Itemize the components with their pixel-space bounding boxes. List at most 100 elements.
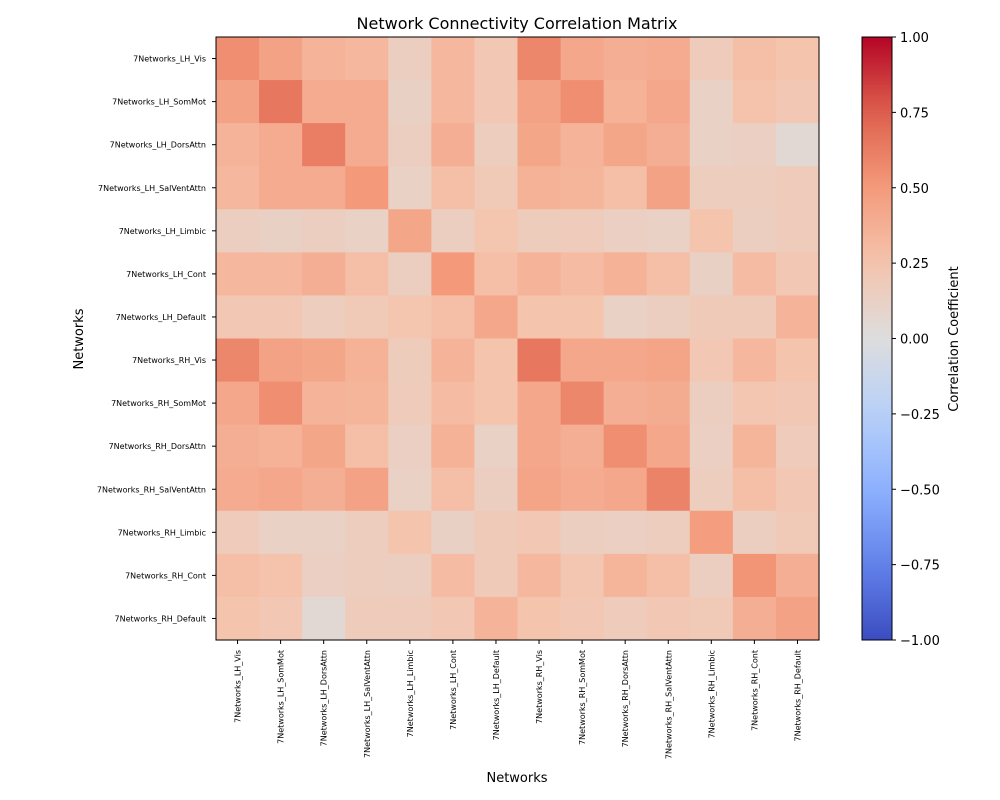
y-tick-label: 7Networks_RH_Limbic	[118, 528, 206, 537]
heatmap-cell	[603, 252, 648, 297]
heatmap-cell	[216, 338, 260, 383]
heatmap-cell	[775, 37, 820, 81]
heatmap-cells	[216, 37, 820, 641]
heatmap-cell	[732, 123, 777, 167]
colorbar	[861, 36, 893, 641]
heatmap-cell	[302, 209, 346, 253]
colorbar-tick-label: −0.75	[900, 559, 940, 574]
x-tick-label: 7Networks_LH_Vis	[234, 650, 243, 723]
x-tick-label: 7Networks_RH_Default	[793, 650, 802, 741]
y-tick-labels: 7Networks_LH_Vis 7Networks_LH_SomMot 7Netw…	[97, 55, 216, 623]
heatmap-cell	[474, 80, 519, 124]
heatmap-cell	[388, 252, 432, 297]
colorbar-tick-label: 1.00	[900, 31, 929, 46]
heatmap-cell	[259, 338, 303, 383]
heatmap-cell	[474, 295, 519, 340]
heatmap-cell	[431, 424, 476, 469]
heatmap-cell	[689, 252, 734, 297]
heatmap-cell	[302, 596, 346, 641]
heatmap-cell	[603, 123, 648, 167]
colorbar-tick-label: 0.25	[900, 257, 929, 272]
heatmap-cell	[646, 467, 691, 512]
heatmap-cell	[732, 381, 777, 426]
heatmap-cell	[302, 123, 346, 167]
y-tick-label: 7Networks_RH_DorsAttn	[109, 442, 206, 451]
heatmap-cell	[517, 467, 562, 512]
heatmap-cell	[216, 37, 260, 81]
x-tick-label: 7Networks_RH_Cont	[750, 650, 759, 731]
heatmap-cell	[345, 553, 389, 598]
heatmap-cell	[646, 252, 691, 297]
heatmap-cell	[560, 467, 605, 512]
heatmap-cell	[431, 123, 476, 167]
heatmap-cell	[259, 209, 303, 253]
x-tick-label: 7Networks_LH_Cont	[449, 650, 458, 730]
heatmap-cell	[732, 553, 777, 598]
heatmap-cell	[689, 510, 734, 555]
heatmap-cell	[689, 338, 734, 383]
heatmap-cell	[216, 80, 260, 124]
heatmap-cell	[345, 424, 389, 469]
heatmap-cell	[603, 381, 648, 426]
heatmap-cell	[474, 123, 519, 167]
heatmap-cell	[603, 166, 648, 210]
heatmap-cell	[431, 166, 476, 210]
heatmap-cell	[603, 424, 648, 469]
heatmap-cell	[345, 467, 389, 512]
heatmap-cell	[646, 209, 691, 253]
heatmap-cell	[345, 510, 389, 555]
heatmap-frame	[215, 36, 820, 641]
heatmap-cell	[689, 467, 734, 512]
heatmap-cell	[388, 338, 432, 383]
heatmap-cell	[775, 424, 820, 469]
x-tick-label: 7Networks_RH_SalVentAttn	[664, 650, 673, 759]
heatmap-cell	[474, 553, 519, 598]
heatmap-cell	[732, 37, 777, 81]
heatmap-cell	[646, 37, 691, 81]
heatmap-cell	[216, 123, 260, 167]
heatmap-cell	[775, 553, 820, 598]
heatmap-cell	[474, 467, 519, 512]
y-tick-label: 7Networks_RH_Default	[115, 614, 206, 623]
heatmap-cell	[517, 510, 562, 555]
y-tick-label: 7Networks_LH_Limbic	[119, 227, 206, 236]
heatmap-cell	[517, 424, 562, 469]
y-tick-label: 7Networks_RH_Vis	[132, 356, 206, 365]
heatmap-cell	[216, 295, 260, 340]
heatmap-cell	[732, 295, 777, 340]
heatmap-cell	[259, 80, 303, 124]
heatmap-cell	[689, 166, 734, 210]
heatmap-cell	[302, 553, 346, 598]
heatmap-cell	[689, 381, 734, 426]
heatmap-cell	[388, 295, 432, 340]
heatmap-cell	[259, 596, 303, 641]
x-tick-label: 7Networks_LH_Default	[492, 650, 501, 740]
heatmap-cell	[775, 209, 820, 253]
heatmap-cell	[603, 37, 648, 81]
heatmap-cell	[302, 166, 346, 210]
y-tick-label: 7Networks_LH_SomMot	[112, 98, 206, 107]
heatmap-cell	[388, 123, 432, 167]
colorbar-tick-label: −0.25	[900, 408, 940, 423]
heatmap-cell	[302, 381, 346, 426]
heatmap-cell	[646, 80, 691, 124]
heatmap-cell	[560, 209, 605, 253]
heatmap-cell	[775, 295, 820, 340]
heatmap-cell	[560, 252, 605, 297]
heatmap-cell	[689, 123, 734, 167]
heatmap-cell	[775, 166, 820, 210]
heatmap-cell	[732, 467, 777, 512]
heatmap-cell	[388, 37, 432, 81]
x-tick-label: 7Networks_LH_Limbic	[406, 650, 415, 737]
heatmap-cell	[646, 596, 691, 641]
heatmap-cell	[560, 123, 605, 167]
heatmap-cell	[560, 510, 605, 555]
heatmap-cell	[345, 338, 389, 383]
heatmap-cell	[474, 510, 519, 555]
heatmap-cell	[560, 338, 605, 383]
heatmap-cell	[603, 467, 648, 512]
heatmap-cell	[517, 123, 562, 167]
heatmap-cell	[259, 467, 303, 512]
heatmap-cell	[732, 209, 777, 253]
heatmap-cell	[431, 510, 476, 555]
